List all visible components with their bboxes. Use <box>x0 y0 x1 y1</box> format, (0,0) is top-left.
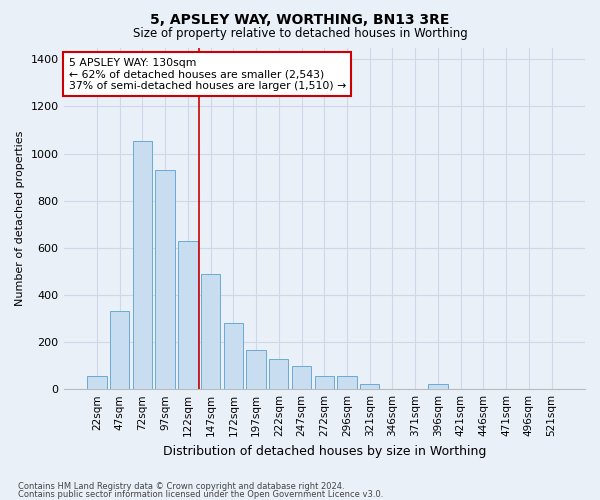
Bar <box>224 323 243 389</box>
Bar <box>360 384 379 389</box>
Bar <box>110 312 130 389</box>
Text: 5, APSLEY WAY, WORTHING, BN13 3RE: 5, APSLEY WAY, WORTHING, BN13 3RE <box>151 12 449 26</box>
Bar <box>314 376 334 389</box>
Bar <box>178 240 197 389</box>
Bar <box>269 358 289 389</box>
Bar <box>133 140 152 389</box>
X-axis label: Distribution of detached houses by size in Worthing: Distribution of detached houses by size … <box>163 444 486 458</box>
Text: Contains HM Land Registry data © Crown copyright and database right 2024.: Contains HM Land Registry data © Crown c… <box>18 482 344 491</box>
Bar <box>292 366 311 389</box>
Bar <box>87 376 107 389</box>
Bar <box>247 350 266 389</box>
Text: Contains public sector information licensed under the Open Government Licence v3: Contains public sector information licen… <box>18 490 383 499</box>
Y-axis label: Number of detached properties: Number of detached properties <box>15 130 25 306</box>
Bar <box>155 170 175 389</box>
Bar <box>337 376 356 389</box>
Bar <box>428 384 448 389</box>
Text: 5 APSLEY WAY: 130sqm
← 62% of detached houses are smaller (2,543)
37% of semi-de: 5 APSLEY WAY: 130sqm ← 62% of detached h… <box>69 58 346 91</box>
Bar <box>201 274 220 389</box>
Text: Size of property relative to detached houses in Worthing: Size of property relative to detached ho… <box>133 28 467 40</box>
